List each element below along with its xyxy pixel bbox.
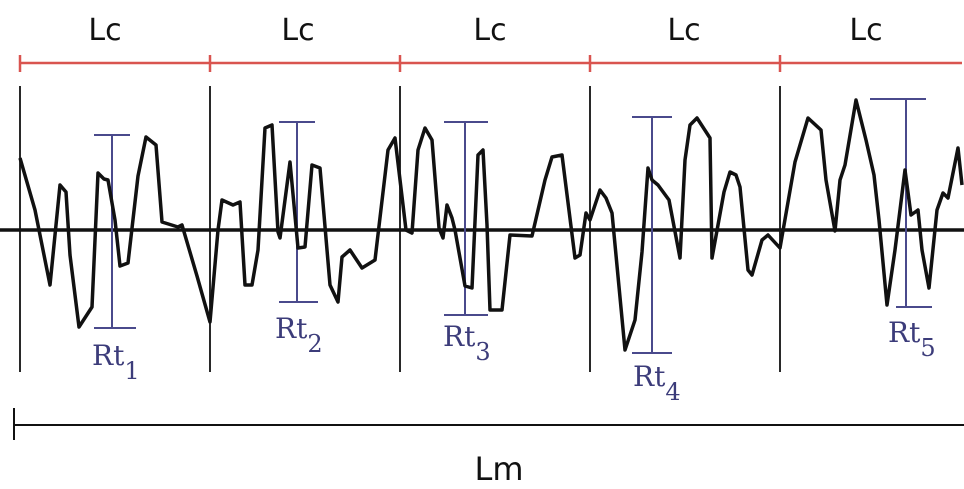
lc-label-4: Lc xyxy=(667,13,700,48)
lc-label-3: Lc xyxy=(473,13,506,48)
rt-bar-1 xyxy=(94,134,136,329)
rt-symbol-4: Rt xyxy=(633,360,666,393)
lc-label-2: Lc xyxy=(281,13,314,48)
rt-subscript-4: 4 xyxy=(665,378,680,406)
rt-label-2: Rt2 xyxy=(275,312,323,358)
rt-label-1: Rt1 xyxy=(92,339,140,385)
lc-dimension-line xyxy=(18,55,962,72)
rt-bar-5 xyxy=(870,98,932,308)
lc-label-1: Lc xyxy=(88,13,121,48)
rt-symbol-3: Rt xyxy=(443,320,476,353)
rt-symbol-2: Rt xyxy=(275,312,308,345)
rt-bar-2 xyxy=(279,121,318,303)
rt-label-5: Rt5 xyxy=(888,316,936,362)
rt-bar-4 xyxy=(632,116,672,354)
rt-symbol-1: Rt xyxy=(92,339,125,372)
rt-subscript-3: 3 xyxy=(475,338,490,366)
rt-subscript-2: 2 xyxy=(307,330,322,358)
surface-profile xyxy=(18,98,964,352)
rt-label-3: Rt3 xyxy=(443,320,491,366)
lc-label-5: Lc xyxy=(849,13,882,48)
rt-subscript-1: 1 xyxy=(124,357,139,385)
rt-symbol-5: Rt xyxy=(888,316,921,349)
lm-label: Lm xyxy=(475,450,524,488)
lm-dimension-line xyxy=(13,408,964,440)
rt-label-4: Rt4 xyxy=(633,360,681,406)
rt-subscript-5: 5 xyxy=(920,334,935,362)
